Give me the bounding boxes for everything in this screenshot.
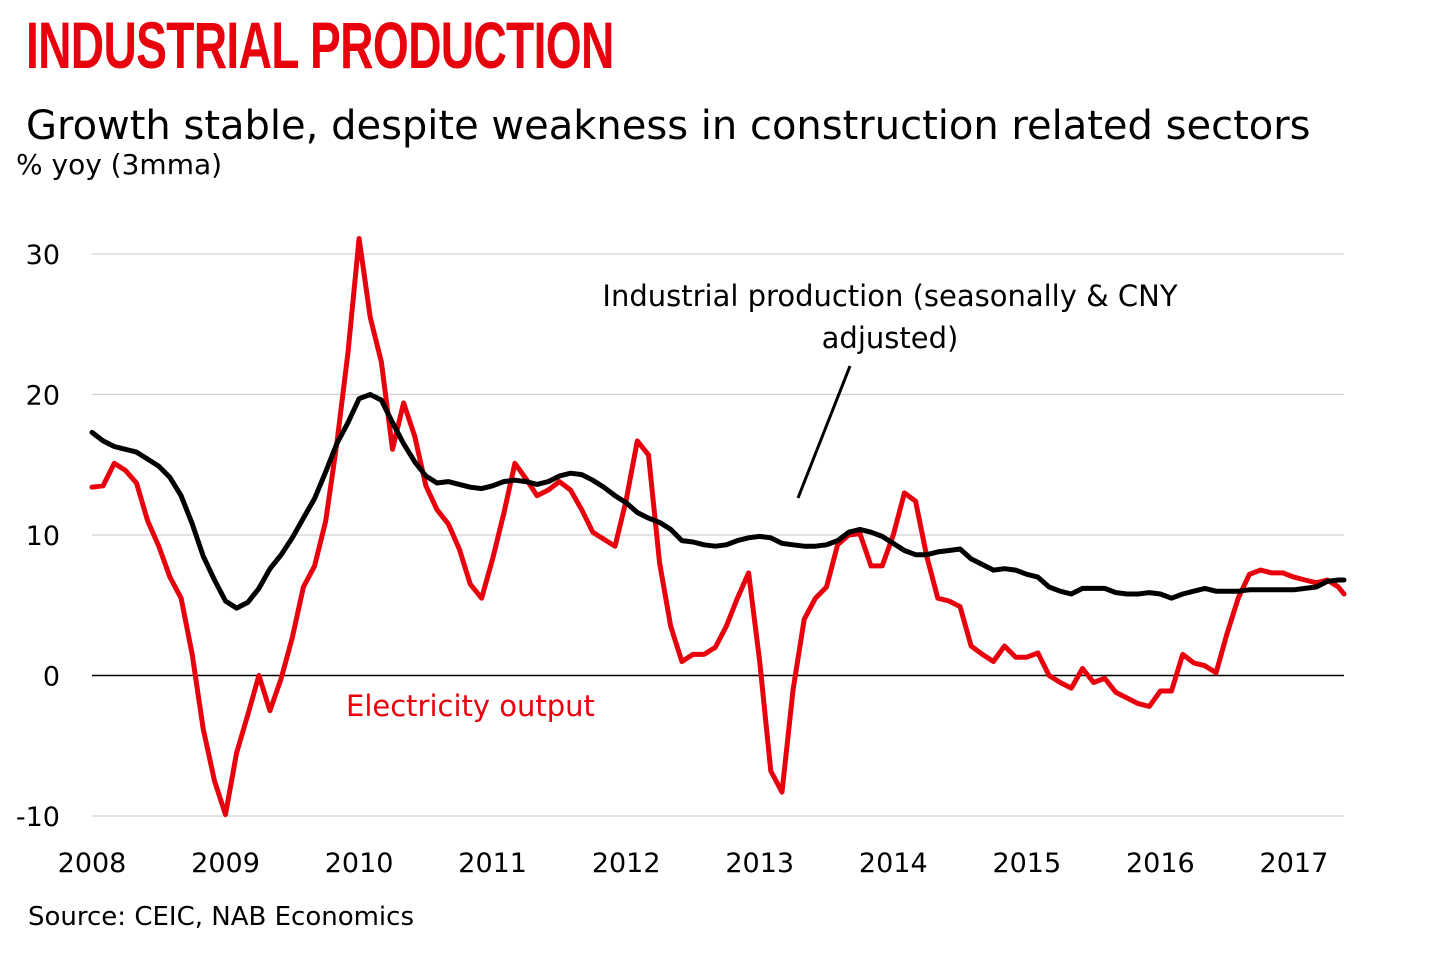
chart-subtitle: Growth stable, despite weakness in const… <box>26 103 1311 149</box>
electricity-output-label: Electricity output <box>346 689 595 723</box>
y-tick-label: 20 <box>26 381 60 412</box>
industrial-production-line <box>89 392 1347 611</box>
y-tick-label: 0 <box>43 662 60 693</box>
industrial-production-label-line1: Industrial production (seasonally & CNY <box>602 279 1177 313</box>
page-title: INDUSTRIAL PRODUCTION <box>26 8 614 82</box>
x-tick-label: 2016 <box>1126 848 1195 879</box>
y-tick-label: 10 <box>26 521 60 552</box>
y-axis-ticks: 30 20 10 0 -10 <box>16 240 60 833</box>
y-tick-label: -10 <box>16 802 60 833</box>
x-tick-label: 2015 <box>992 848 1061 879</box>
industrial-production-label-line2: adjusted) <box>822 321 959 355</box>
x-tick-label: 2017 <box>1260 848 1329 879</box>
x-tick-label: 2012 <box>592 848 661 879</box>
x-axis-ticks: 2008 2009 2010 2011 2012 2013 2014 2015 2016 2017 <box>58 848 1329 879</box>
y-axis-unit-label: % yoy (3mma) <box>16 148 223 181</box>
y-tick-label: 30 <box>26 240 60 271</box>
x-tick-label: 2009 <box>191 848 260 879</box>
annotations: Industrial production (seasonally & CNY … <box>346 279 1178 723</box>
x-tick-label: 2014 <box>859 848 928 879</box>
series-lines <box>89 236 1347 818</box>
electricity-output-line <box>89 236 1347 818</box>
source-note: Source: CEIC, NAB Economics <box>28 902 415 932</box>
x-tick-label: 2011 <box>458 848 527 879</box>
gridlines <box>92 253 1344 817</box>
x-tick-label: 2010 <box>325 848 394 879</box>
x-tick-label: 2008 <box>58 848 127 879</box>
industrial-production-pointer <box>796 365 852 499</box>
x-tick-label: 2013 <box>725 848 794 879</box>
